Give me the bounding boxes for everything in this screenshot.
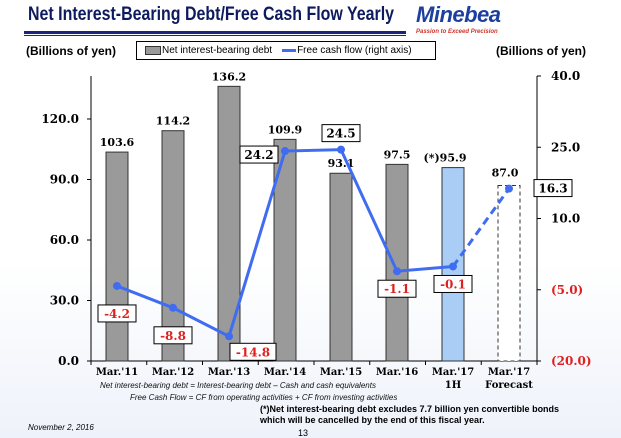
company-logo: Minebea (416, 2, 501, 27)
category-label: Mar.'16 (376, 367, 418, 378)
fcf-label-box (533, 179, 573, 198)
fcf-point (225, 332, 233, 341)
title-rule (24, 31, 406, 34)
debt-bar (385, 163, 409, 362)
fcf-label-box (229, 342, 277, 361)
category-label: Mar.'17 (488, 367, 530, 378)
legend-item-fcf: Free cash flow (right axis) (282, 45, 412, 56)
right-axis-unit: (Billions of yen) (496, 44, 586, 58)
debt-label: 109.9 (268, 123, 302, 136)
fcf-point (393, 267, 401, 276)
category-label: Forecast (485, 380, 533, 391)
right-tick-label: (5.0) (551, 283, 583, 297)
left-tick-label: 90.0 (50, 173, 79, 187)
debt-label: 103.6 (100, 136, 135, 149)
page-title: Net Interest-Bearing Debt/Free Cash Flow… (28, 4, 395, 25)
debt-bar (217, 85, 241, 362)
line-swatch (282, 48, 297, 52)
debt-label: (*)95.9 (424, 152, 467, 165)
fcf-point (449, 262, 457, 271)
fcf-label: -8.8 (160, 329, 186, 343)
fcf-label-box (433, 274, 473, 293)
fcf-label: 24.5 (326, 127, 355, 141)
footnote: (*)Net interest-bearing debt excludes 7.… (260, 404, 560, 425)
fcf-label: -14.8 (236, 345, 270, 359)
bar-swatch (145, 45, 161, 55)
fcf-label: 16.3 (538, 182, 567, 196)
fcf-point (505, 184, 513, 193)
fcf-label: -1.1 (384, 282, 410, 296)
debt-label: 97.5 (384, 148, 411, 161)
fcf-label-box (153, 326, 193, 345)
debt-bar (273, 138, 297, 362)
left-tick-label: 30.0 (50, 294, 79, 308)
fcf-point (169, 303, 177, 312)
fcf-point (113, 281, 121, 290)
debt-bar (497, 185, 521, 362)
fcf-label: -0.1 (440, 277, 466, 291)
category-label: 1H (445, 380, 461, 391)
category-label: Mar.'11 (96, 367, 138, 378)
category-label: Mar.'13 (208, 367, 250, 378)
page-number: 13 (298, 428, 309, 438)
fcf-label: -4.2 (104, 307, 130, 321)
note-fcf-definition: Free Cash Flow = CF from operating activ… (130, 393, 398, 402)
fcf-point (281, 147, 289, 156)
left-axis-unit: (Billions of yen) (26, 44, 116, 58)
fcf-label-box (239, 145, 279, 164)
logo-tagline: Passion to Exceed Precision (416, 29, 498, 35)
left-tick-label: 120.0 (41, 112, 79, 126)
fcf-label: 24.2 (244, 148, 273, 162)
left-tick-label: 60.0 (50, 233, 79, 247)
fcf-line-forecast (451, 187, 511, 268)
debt-bar (105, 151, 129, 362)
left-tick-label: 0.0 (58, 354, 79, 368)
fcf-point (337, 145, 345, 154)
right-tick-label: 25.0 (551, 140, 580, 154)
debt-label: 87.0 (492, 167, 519, 180)
right-tick-label: (20.0) (551, 354, 592, 368)
date: November 2, 2016 (28, 423, 94, 432)
category-label: Mar.'12 (152, 367, 194, 378)
right-tick-label: 40.0 (551, 69, 580, 83)
debt-label: 114.2 (156, 115, 190, 128)
right-tick-label: 10.0 (551, 212, 580, 226)
debt-label: 136.2 (212, 70, 246, 83)
title-rule-thin (24, 35, 406, 36)
category-label: Mar.'14 (264, 367, 306, 378)
fcf-label-box (321, 124, 361, 143)
debt-bar (161, 130, 185, 362)
category-label: Mar.'17 (432, 367, 474, 378)
fcf-label-box (97, 304, 137, 323)
legend-item-debt: Net interest-bearing debt (145, 45, 272, 56)
legend: Net interest-bearing debt Free cash flow… (136, 41, 436, 60)
category-label: Mar.'15 (320, 367, 362, 378)
note-debt-definition: Net interest-bearing debt = Interest-bea… (100, 381, 376, 390)
debt-bar (329, 172, 353, 362)
fcf-label-box (377, 279, 417, 298)
